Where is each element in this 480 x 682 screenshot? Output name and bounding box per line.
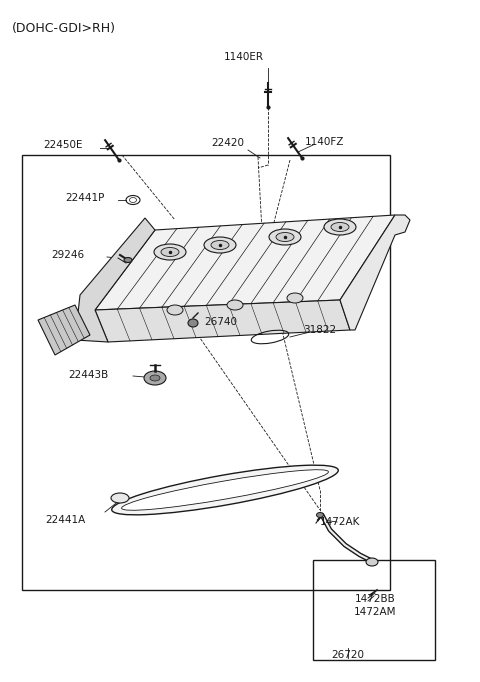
Ellipse shape [316,512,324,518]
Ellipse shape [188,319,198,327]
Bar [313,560,435,660]
Ellipse shape [130,198,136,203]
Text: 22441P: 22441P [65,193,105,203]
Polygon shape [340,215,410,330]
Ellipse shape [211,241,229,250]
Text: 26740: 26740 [204,317,238,327]
Ellipse shape [204,237,236,253]
Ellipse shape [121,470,328,510]
Text: 1472BB: 1472BB [355,594,396,604]
Text: 22450E: 22450E [43,140,83,150]
Ellipse shape [111,493,129,503]
Text: 22443B: 22443B [68,370,108,380]
Polygon shape [38,305,90,355]
Text: 22420: 22420 [212,138,244,148]
Text: 31822: 31822 [303,325,336,335]
Ellipse shape [331,222,349,231]
Text: (DOHC-GDI>RH): (DOHC-GDI>RH) [12,22,116,35]
Ellipse shape [112,465,338,515]
Ellipse shape [366,558,378,566]
Ellipse shape [287,293,303,303]
Ellipse shape [227,300,243,310]
Ellipse shape [167,305,183,315]
Text: 1472AM: 1472AM [354,607,396,617]
Ellipse shape [324,219,356,235]
Ellipse shape [161,248,179,256]
Text: 1140FZ: 1140FZ [305,137,345,147]
Ellipse shape [154,244,186,260]
Bar [22,155,390,590]
Ellipse shape [276,233,294,241]
Ellipse shape [124,258,132,263]
Text: 1472AK: 1472AK [320,517,360,527]
Polygon shape [75,218,155,342]
Ellipse shape [269,229,301,245]
Text: 26720: 26720 [332,650,364,660]
Ellipse shape [144,371,166,385]
Polygon shape [95,215,395,310]
Polygon shape [95,300,350,342]
Text: 22441A: 22441A [45,515,85,525]
Ellipse shape [150,375,160,381]
Text: 1140ER: 1140ER [224,52,264,62]
Text: 29246: 29246 [51,250,84,260]
